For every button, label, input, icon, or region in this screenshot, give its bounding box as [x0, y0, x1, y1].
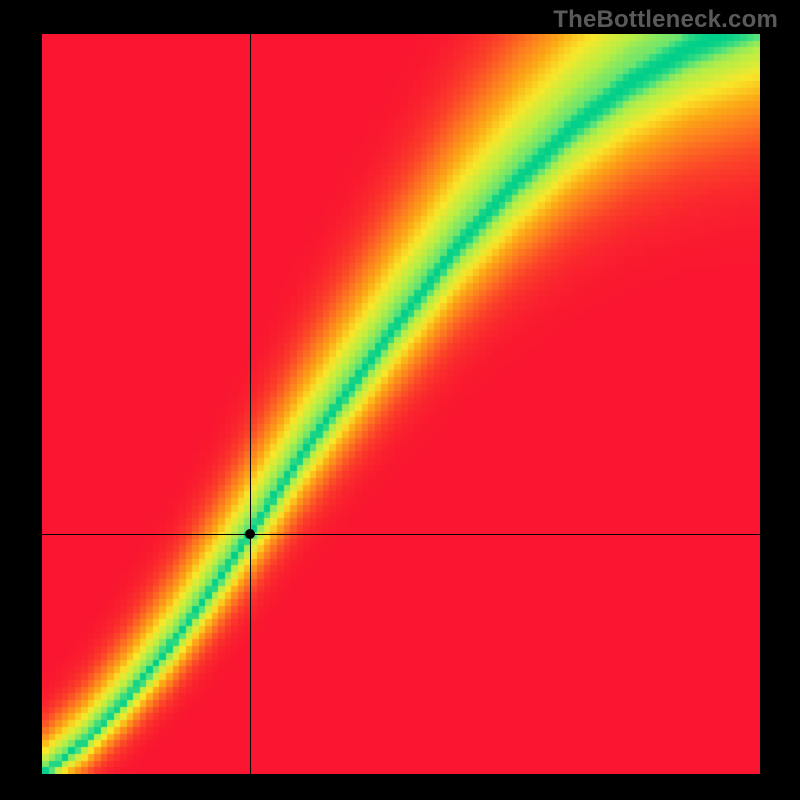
watermark-text: TheBottleneck.com	[553, 6, 778, 34]
page-root: TheBottleneck.com	[0, 0, 800, 800]
heatmap-plot	[42, 34, 760, 774]
heatmap-canvas	[42, 34, 760, 774]
